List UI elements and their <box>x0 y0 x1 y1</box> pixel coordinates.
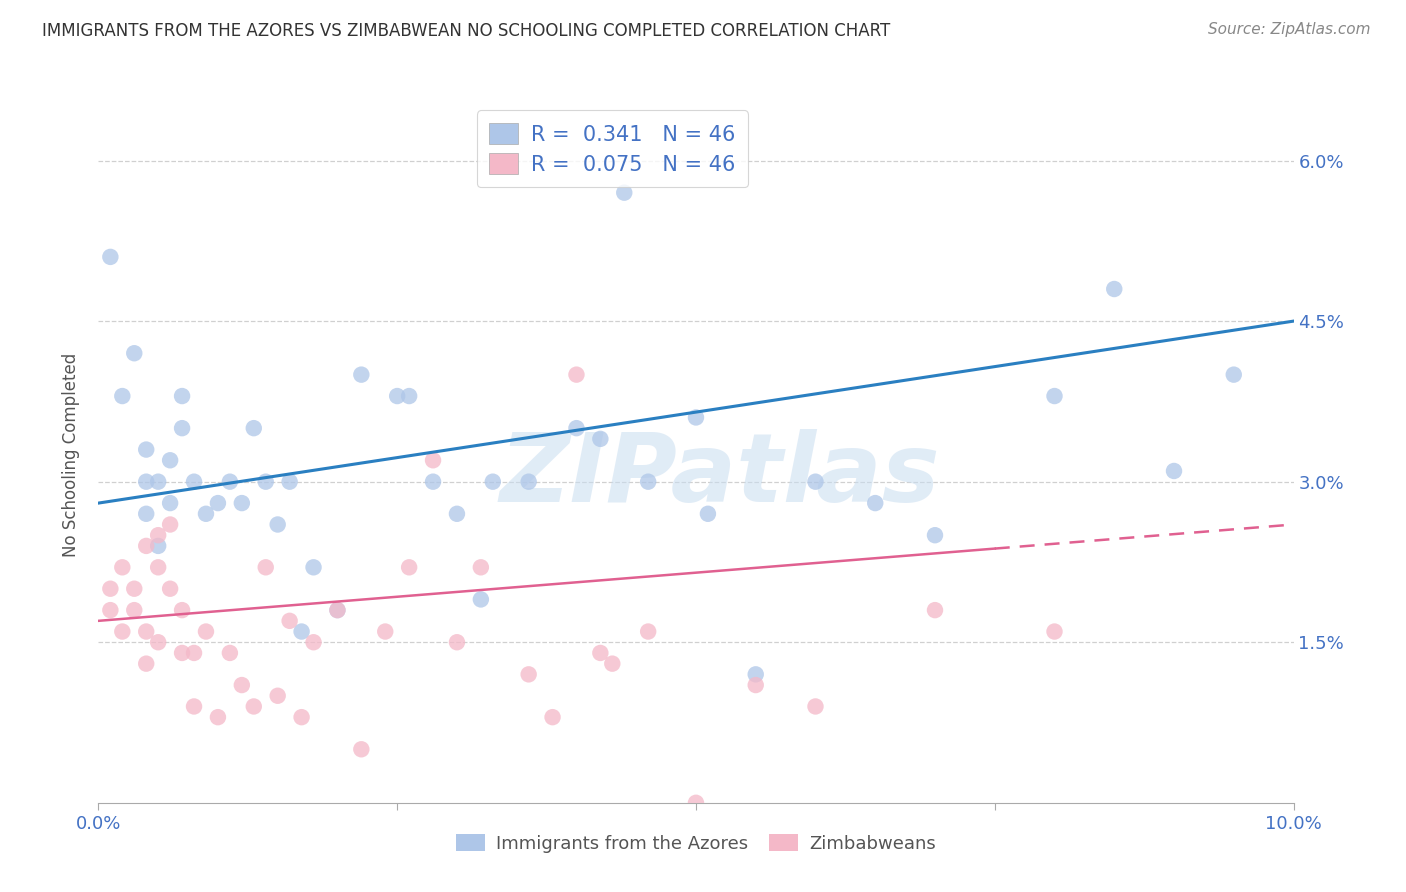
Point <box>135 442 157 457</box>
Point <box>243 699 266 714</box>
Point <box>326 603 349 617</box>
Text: Source: ZipAtlas.com: Source: ZipAtlas.com <box>1208 22 1371 37</box>
Point <box>172 603 194 617</box>
Point <box>470 560 492 574</box>
Point <box>231 678 253 692</box>
Text: IMMIGRANTS FROM THE AZORES VS ZIMBABWEAN NO SCHOOLING COMPLETED CORRELATION CHAR: IMMIGRANTS FROM THE AZORES VS ZIMBABWEAN… <box>42 22 890 40</box>
Point <box>422 453 444 467</box>
Point <box>124 582 146 596</box>
Point <box>124 346 146 360</box>
Point <box>278 614 301 628</box>
Point <box>111 560 134 574</box>
Legend: Immigrants from the Azores, Zimbabweans: Immigrants from the Azores, Zimbabweans <box>449 827 943 860</box>
Point <box>98 603 122 617</box>
Point <box>98 582 122 596</box>
Point <box>267 689 290 703</box>
Text: ZIPatlas: ZIPatlas <box>499 429 941 523</box>
Point <box>589 432 612 446</box>
Point <box>148 475 170 489</box>
Point <box>111 624 134 639</box>
Y-axis label: No Schooling Completed: No Schooling Completed <box>62 353 80 557</box>
Point <box>602 657 624 671</box>
Point <box>267 517 290 532</box>
Point <box>385 389 409 403</box>
Point <box>326 603 349 617</box>
Point <box>254 475 277 489</box>
Point <box>291 624 314 639</box>
Point <box>374 624 396 639</box>
Point <box>398 560 420 574</box>
Point <box>685 410 707 425</box>
Point <box>1223 368 1246 382</box>
Point <box>231 496 253 510</box>
Point <box>745 667 768 681</box>
Point <box>172 646 194 660</box>
Point <box>183 699 205 714</box>
Point <box>541 710 564 724</box>
Point <box>98 250 122 264</box>
Point <box>254 560 277 574</box>
Point <box>924 528 946 542</box>
Point <box>159 496 181 510</box>
Point <box>278 475 301 489</box>
Point <box>148 560 170 574</box>
Point <box>865 496 887 510</box>
Point <box>804 699 827 714</box>
Point <box>398 389 420 403</box>
Point <box>924 603 946 617</box>
Point <box>1043 389 1066 403</box>
Point <box>135 624 157 639</box>
Point <box>517 475 540 489</box>
Point <box>135 507 157 521</box>
Point <box>243 421 266 435</box>
Point <box>172 421 194 435</box>
Point <box>745 678 768 692</box>
Point <box>111 389 134 403</box>
Point <box>159 453 181 467</box>
Point <box>302 560 325 574</box>
Point <box>135 475 157 489</box>
Point <box>302 635 325 649</box>
Point <box>183 646 205 660</box>
Point <box>613 186 636 200</box>
Point <box>124 603 146 617</box>
Point <box>148 528 170 542</box>
Point <box>422 475 444 489</box>
Point <box>148 635 170 649</box>
Point <box>159 582 181 596</box>
Point <box>219 646 242 660</box>
Point <box>135 539 157 553</box>
Point <box>685 796 707 810</box>
Point <box>135 657 157 671</box>
Point <box>446 635 468 649</box>
Point <box>1043 624 1066 639</box>
Point <box>159 517 181 532</box>
Point <box>183 475 205 489</box>
Point <box>219 475 242 489</box>
Point <box>195 507 218 521</box>
Point <box>637 475 659 489</box>
Point <box>350 742 373 756</box>
Point <box>470 592 492 607</box>
Point <box>565 421 588 435</box>
Point <box>195 624 218 639</box>
Point <box>804 475 827 489</box>
Point <box>172 389 194 403</box>
Point <box>589 646 612 660</box>
Point <box>207 496 229 510</box>
Point <box>350 368 373 382</box>
Point <box>565 368 588 382</box>
Point <box>517 667 540 681</box>
Point <box>482 475 505 489</box>
Point <box>291 710 314 724</box>
Point <box>697 507 720 521</box>
Point <box>1163 464 1185 478</box>
Point <box>1104 282 1126 296</box>
Point <box>148 539 170 553</box>
Point <box>637 624 659 639</box>
Point <box>207 710 229 724</box>
Point <box>446 507 468 521</box>
